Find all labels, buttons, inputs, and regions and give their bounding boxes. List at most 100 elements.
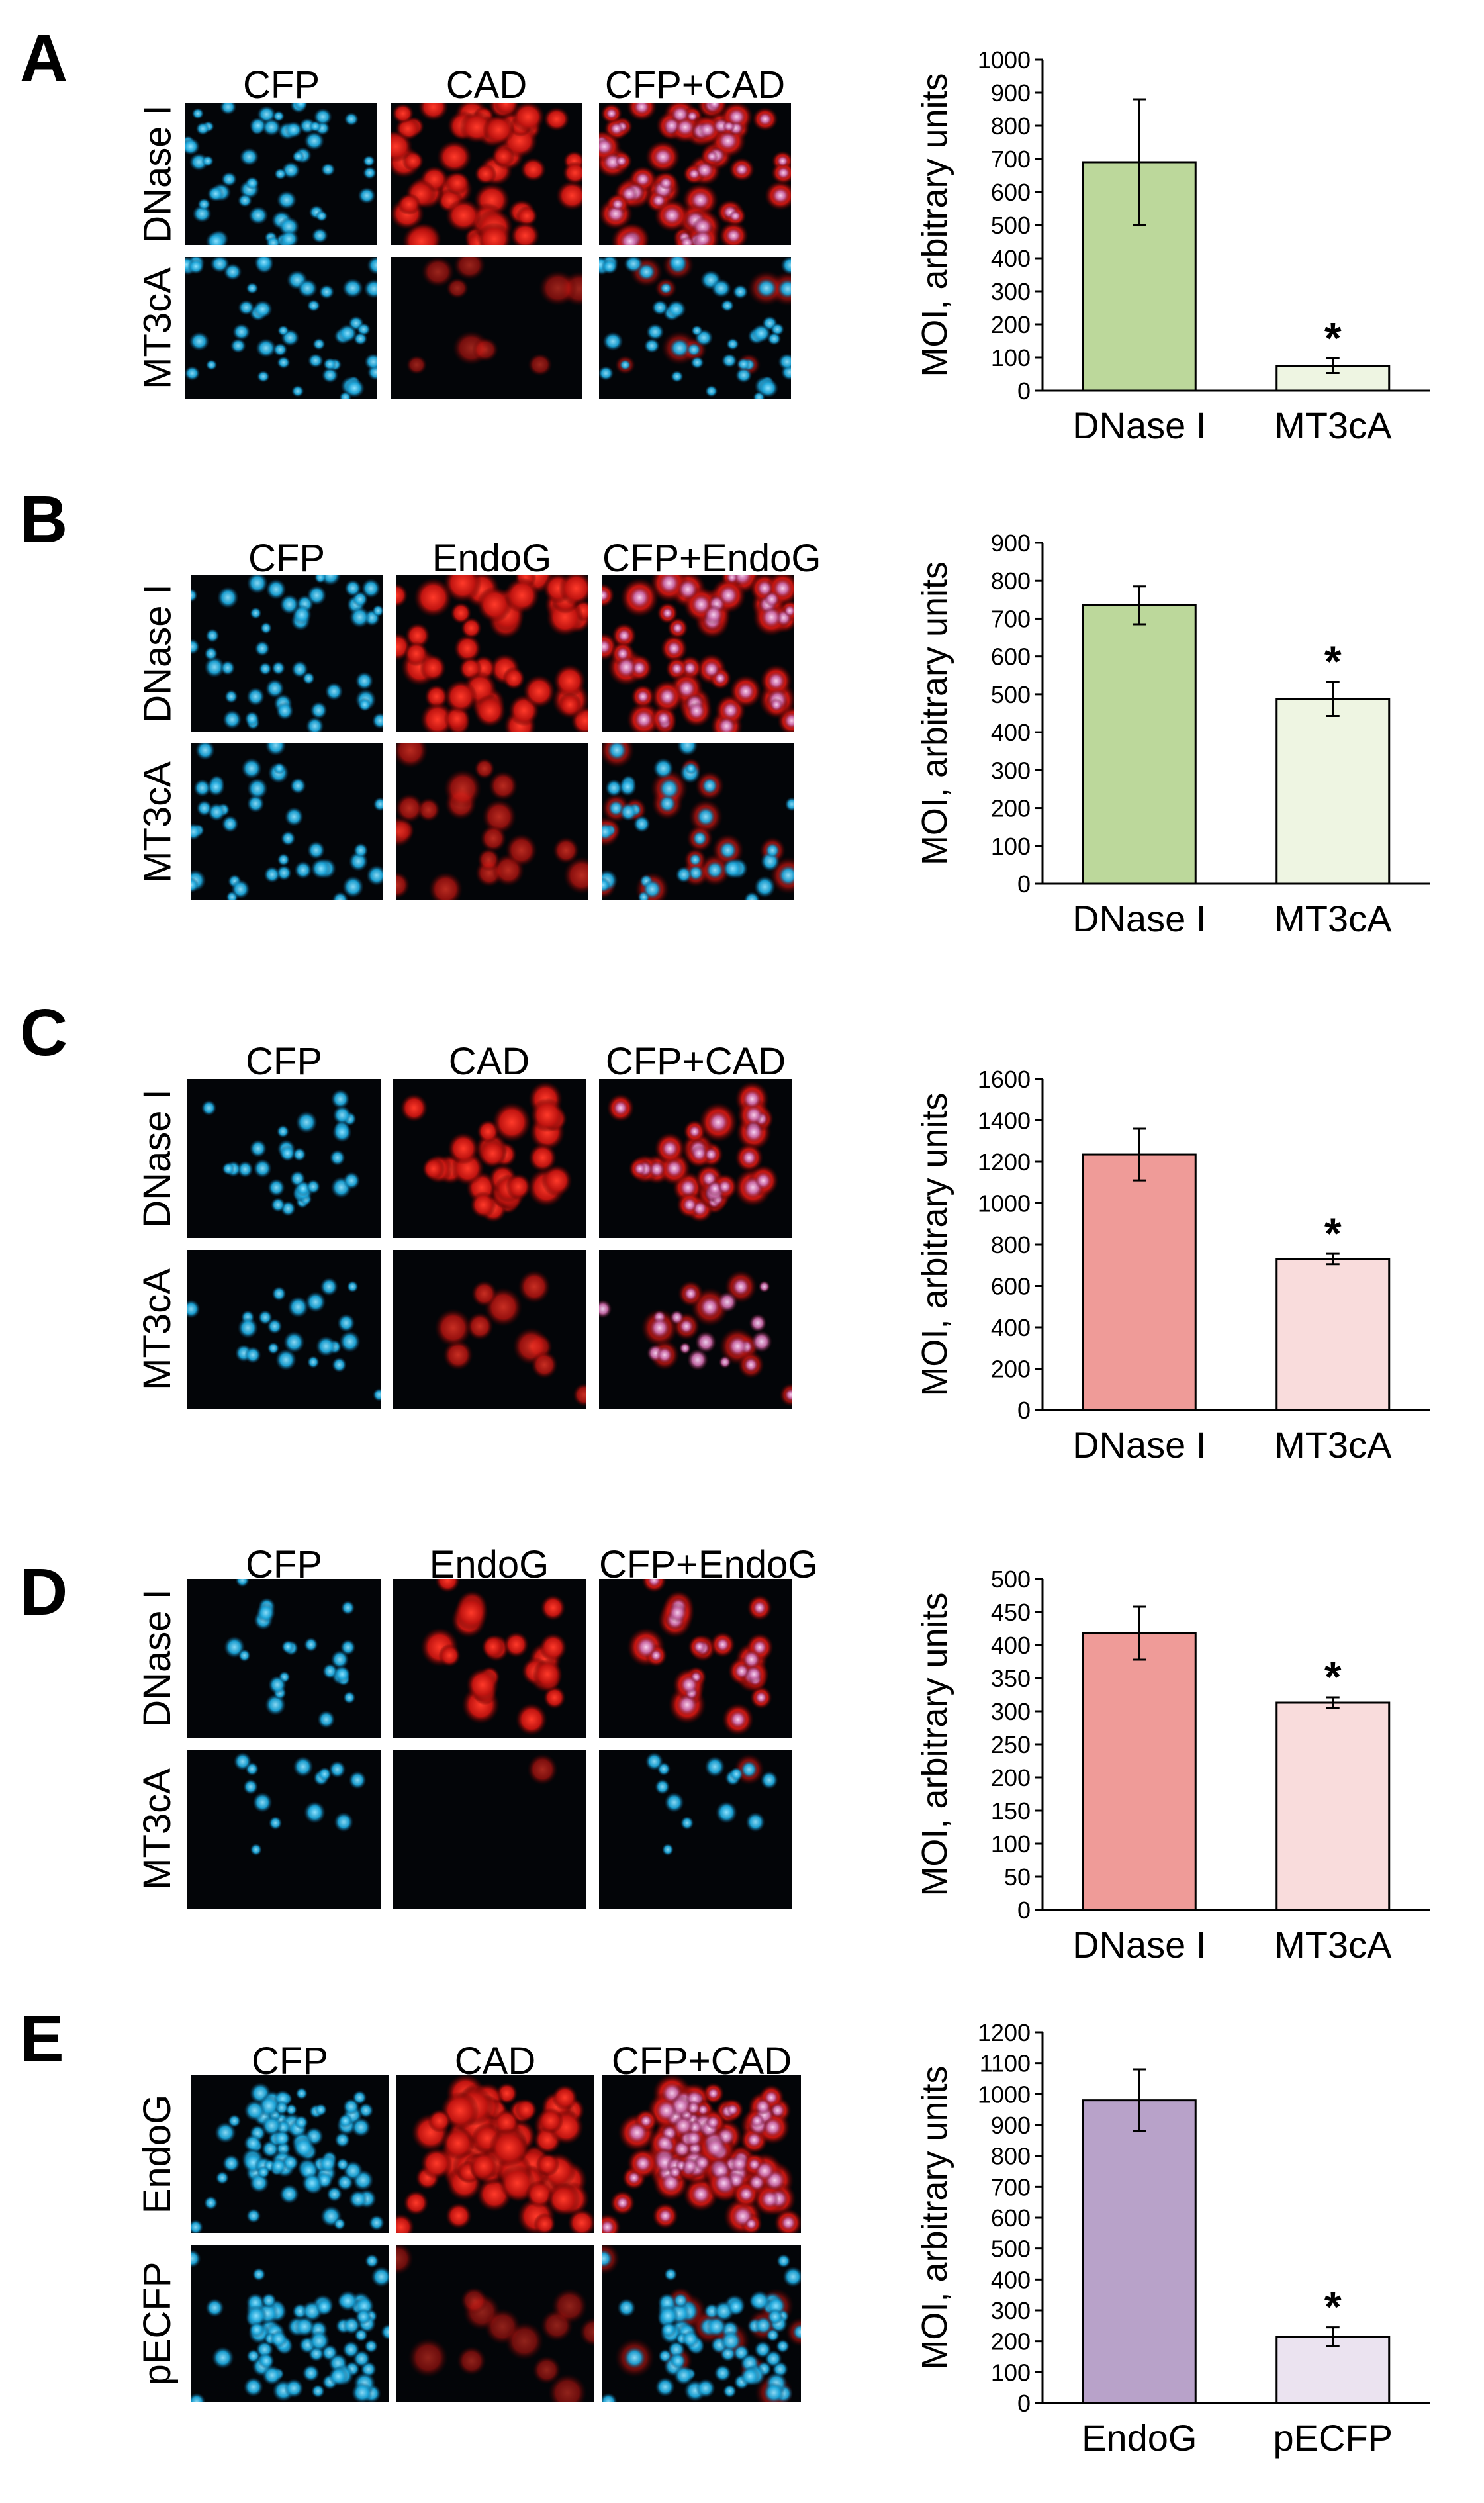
x-category-label: DNase I	[1072, 1424, 1206, 1466]
x-category-label: MT3cA	[1274, 898, 1392, 939]
micrograph	[187, 1579, 381, 1738]
bar	[1082, 604, 1197, 885]
micrograph	[187, 1750, 381, 1909]
significance-marker: *	[1324, 314, 1342, 363]
y-tick-label: 200	[991, 1356, 1031, 1383]
y-axis-label: MOI, arbitrary units	[915, 2065, 954, 2369]
y-tick-label: 100	[991, 344, 1031, 371]
micrograph	[599, 103, 791, 245]
y-axis-label: MOI, arbitrary units	[915, 73, 954, 377]
significance-marker: *	[1324, 637, 1342, 686]
y-tick-label: 100	[991, 833, 1031, 860]
bar	[1082, 2099, 1197, 2404]
bar-chart: 0 100 200 300 400 500 600 700 800 900 1000 1100 1200…	[915, 2019, 1430, 2459]
y-tick-label: 0	[1017, 1897, 1031, 1924]
micrograph	[396, 2245, 594, 2402]
micrograph	[391, 103, 582, 245]
y-tick-label: 0	[1017, 377, 1031, 404]
y-axis-label: MOI, arbitrary units	[915, 561, 954, 865]
column-label: CFP	[246, 1040, 322, 1083]
row-label: pECFP	[136, 2261, 179, 2386]
bar	[1082, 1153, 1197, 1411]
y-tick-label: 300	[991, 278, 1031, 305]
y-tick-label: 300	[991, 757, 1031, 784]
row-label: DNase I	[136, 1589, 179, 1728]
y-tick-label: 700	[991, 605, 1031, 632]
micrograph	[599, 1250, 792, 1409]
y-tick-label: 1400	[978, 1108, 1031, 1135]
micrograph	[602, 2075, 801, 2233]
y-tick-label: 900	[991, 2112, 1031, 2139]
micrograph	[396, 2075, 594, 2233]
y-tick-label: 600	[991, 643, 1031, 671]
y-tick-label: 900	[991, 79, 1031, 107]
y-tick-label: 1000	[978, 46, 1031, 73]
bar	[1275, 1258, 1391, 1411]
column-label: CFP+EndoG	[602, 537, 821, 580]
y-tick-label: 500	[991, 681, 1031, 708]
y-tick-label: 200	[991, 1764, 1031, 1791]
micrograph	[391, 257, 582, 399]
panel-letter: D	[20, 1555, 68, 1629]
y-tick-label: 1200	[978, 1149, 1031, 1176]
column-label: CFP+CAD	[604, 64, 786, 107]
y-tick-label: 450	[991, 1599, 1031, 1626]
y-tick-label: 900	[991, 530, 1031, 557]
y-tick-label: 500	[991, 1566, 1031, 1593]
micrograph	[599, 1750, 792, 1909]
column-label: EndoG	[432, 537, 552, 580]
row-label: DNase I	[136, 1089, 179, 1228]
y-tick-label: 0	[1017, 871, 1031, 898]
y-tick-label: 800	[991, 113, 1031, 140]
micrograph	[191, 575, 383, 732]
x-category-label: DNase I	[1072, 898, 1206, 939]
y-tick-label: 1100	[980, 2050, 1031, 2077]
significance-marker: *	[1324, 1209, 1342, 1258]
y-tick-label: 700	[991, 2173, 1031, 2200]
y-tick-label: 800	[991, 2143, 1031, 2170]
micrograph	[396, 575, 588, 732]
y-tick-label: 1000	[978, 1190, 1031, 1217]
y-tick-label: 400	[991, 719, 1031, 746]
significance-marker: *	[1324, 2283, 1342, 2332]
x-category-label: MT3cA	[1274, 1924, 1392, 1965]
panel-letter: B	[20, 483, 68, 557]
y-tick-label: 800	[991, 567, 1031, 594]
y-tick-label: 400	[991, 2266, 1031, 2293]
micrograph	[599, 1579, 792, 1738]
bar	[1275, 1701, 1391, 1911]
column-label: CFP	[243, 64, 320, 107]
y-tick-label: 200	[991, 311, 1031, 338]
bar	[1082, 1632, 1197, 1911]
y-tick-label: 800	[991, 1231, 1031, 1258]
micrograph	[396, 743, 588, 900]
row-label: MT3cA	[136, 1268, 179, 1390]
bar-chart: 0 100 200 300 400 500 600 700 800 900 MOI, arbitra…	[915, 530, 1430, 939]
bar-chart: 0 200 400 600 800 1000 1200 1400 1600 MOI, arbitr…	[915, 1066, 1430, 1466]
micrograph	[599, 1079, 792, 1238]
column-label: CFP	[252, 2040, 328, 2083]
y-tick-label: 0	[1017, 1397, 1031, 1424]
micrograph	[599, 257, 791, 399]
y-tick-label: 1000	[978, 2081, 1031, 2108]
row-label: DNase I	[136, 583, 179, 723]
y-tick-label: 300	[991, 2297, 1031, 2324]
y-tick-label: 350	[991, 1665, 1031, 1692]
row-label: DNase I	[136, 104, 179, 244]
y-tick-label: 400	[991, 1632, 1031, 1659]
column-label: CFP+CAD	[605, 1040, 786, 1083]
column-label: EndoG	[429, 1543, 549, 1586]
micrograph	[602, 575, 794, 732]
panel-letter: E	[20, 2002, 64, 2076]
row-label: MT3cA	[136, 1768, 179, 1890]
y-tick-label: 200	[991, 795, 1031, 822]
panel-letter: C	[20, 996, 68, 1070]
y-tick-label: 0	[1017, 2390, 1031, 2417]
x-category-label: EndoG	[1082, 2417, 1197, 2459]
x-category-label: MT3cA	[1274, 1424, 1392, 1466]
y-tick-label: 700	[991, 146, 1031, 173]
micrograph	[191, 2245, 389, 2402]
panel-letter: A	[20, 21, 68, 95]
micrograph	[185, 257, 377, 399]
y-tick-label: 1600	[978, 1066, 1031, 1093]
